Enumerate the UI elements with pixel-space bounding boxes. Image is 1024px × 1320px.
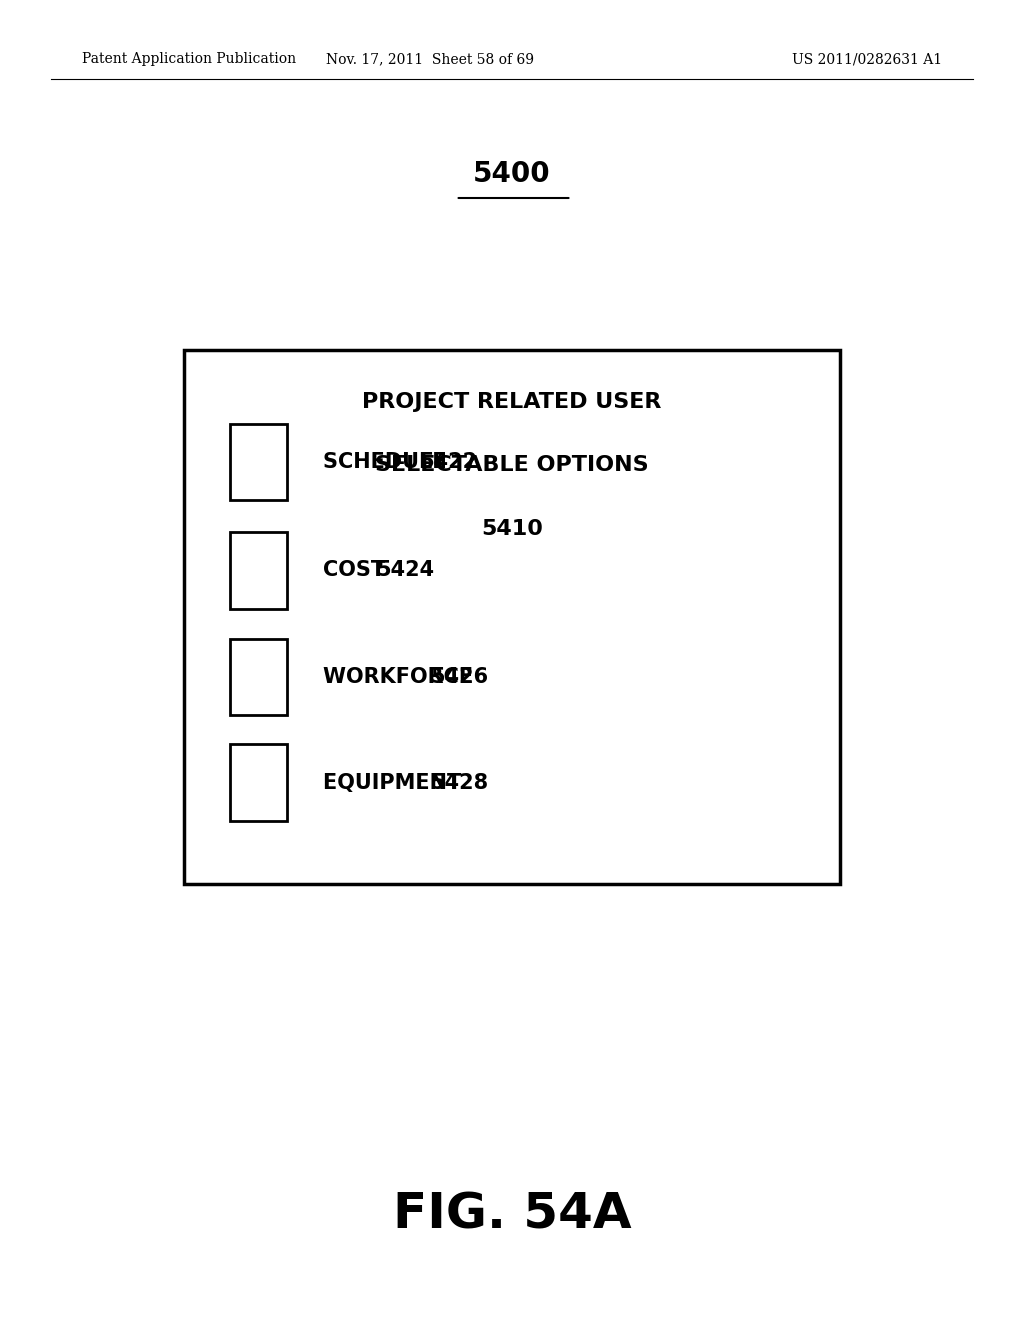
Text: 5422: 5422 [420, 451, 477, 473]
Bar [230, 639, 287, 715]
Bar [230, 744, 287, 821]
Bar [230, 532, 287, 609]
Text: SCHEDULE: SCHEDULE [323, 451, 454, 473]
Text: EQUIPMENT: EQUIPMENT [323, 772, 468, 793]
Text: 5426: 5426 [430, 667, 488, 688]
Text: 5424: 5424 [377, 560, 434, 581]
Text: FIG. 54A: FIG. 54A [392, 1191, 632, 1238]
Text: 5410: 5410 [481, 519, 543, 539]
Text: PROJECT RELATED USER: PROJECT RELATED USER [362, 392, 662, 412]
Text: WORKFORCE: WORKFORCE [323, 667, 480, 688]
Bar [230, 424, 287, 500]
Text: 5400: 5400 [473, 160, 551, 189]
Text: Patent Application Publication: Patent Application Publication [82, 53, 296, 66]
Text: SELECTABLE OPTIONS: SELECTABLE OPTIONS [375, 455, 649, 475]
Text: 5428: 5428 [430, 772, 488, 793]
Text: COST: COST [323, 560, 392, 581]
Text: US 2011/0282631 A1: US 2011/0282631 A1 [792, 53, 942, 66]
Bar [184, 350, 840, 884]
Text: Nov. 17, 2011  Sheet 58 of 69: Nov. 17, 2011 Sheet 58 of 69 [326, 53, 535, 66]
